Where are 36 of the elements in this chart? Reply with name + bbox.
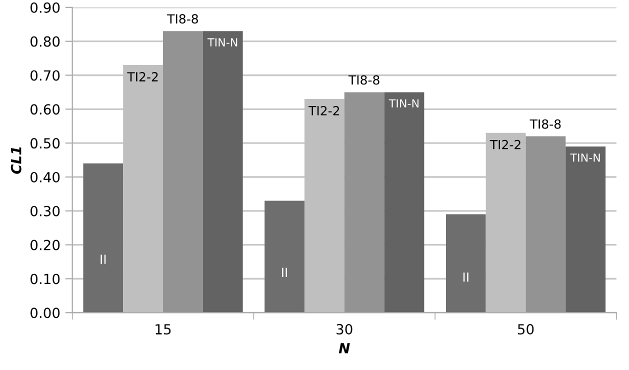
text: TIN-N	[388, 99, 418, 108]
y-tick-label: 0.40	[30, 172, 60, 182]
text: II	[100, 254, 106, 264]
y-tick-label: 0.80	[30, 36, 60, 47]
y-tick-label: 0.00	[30, 308, 60, 318]
y-tick-label: 0.90	[30, 2, 60, 13]
y-tick-label: 0.50	[30, 138, 60, 149]
y-tick-label: 0.60	[30, 104, 60, 115]
x-tick-label: 30	[336, 324, 352, 335]
x-tick-label: 50	[518, 324, 534, 335]
text: II	[463, 272, 468, 282]
y-tick-label: 0.20	[30, 240, 60, 250]
text: TI8-8	[167, 14, 198, 24]
y-tick-label: 0.30	[30, 206, 60, 216]
series-label: II	[282, 268, 287, 277]
bar	[163, 31, 203, 313]
bar	[384, 92, 424, 313]
text: TI2-2	[490, 140, 520, 150]
bar	[344, 92, 384, 313]
text: TI2-2	[127, 72, 158, 82]
bar	[446, 214, 486, 313]
bar	[566, 146, 606, 313]
x-tick-label: 15	[156, 324, 171, 335]
bar	[526, 136, 566, 313]
series-label: TI2-2	[308, 106, 340, 116]
series-label: TI8-8	[348, 75, 380, 85]
y-tick-label: 0.70	[30, 70, 60, 81]
text: TIN-N	[207, 38, 238, 46]
bar	[83, 163, 124, 313]
bar	[202, 31, 243, 313]
y-axis-title: CL1	[10, 147, 22, 174]
text: TI8-8	[530, 119, 561, 129]
y-tick-label: 0.10	[30, 274, 60, 284]
bar	[264, 200, 304, 313]
x-axis-title: N	[338, 343, 350, 354]
series-label: TIN-N	[570, 154, 600, 162]
